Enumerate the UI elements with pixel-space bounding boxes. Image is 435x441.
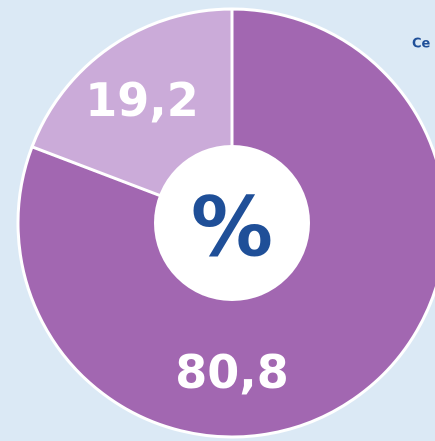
value-label: 80,8 [175, 345, 289, 399]
annotation: Ce [412, 37, 431, 52]
center-label: % [191, 181, 273, 276]
value-label: 19,2 [85, 73, 199, 127]
donut-hole [154, 145, 310, 301]
